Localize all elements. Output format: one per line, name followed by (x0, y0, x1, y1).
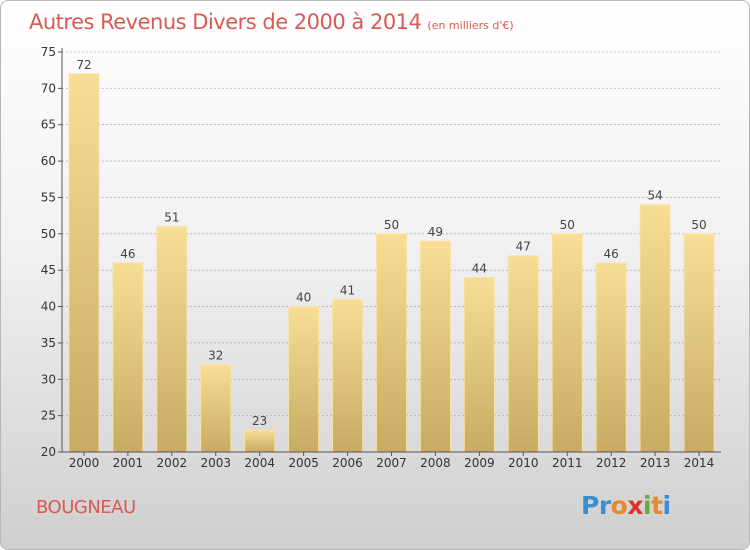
x-tick-label: 2014 (684, 456, 715, 470)
x-tick-label: 2001 (113, 456, 144, 470)
chart-title: Autres Revenus Divers de 2000 à 2014 (en … (29, 10, 514, 34)
logo-letter: o (610, 491, 628, 520)
bar (68, 73, 100, 453)
logo-letter: i (662, 491, 672, 520)
y-tick-label: 45 (41, 263, 56, 277)
bar (639, 204, 671, 453)
bar (507, 255, 539, 453)
bar (376, 233, 407, 453)
y-tick-label: 20 (41, 445, 56, 459)
bar (288, 306, 320, 453)
data-label: 44 (472, 261, 487, 275)
x-tick-label: 2002 (157, 456, 188, 470)
x-tick-label: 2009 (464, 456, 495, 470)
x-tick-label: 2010 (508, 456, 539, 470)
x-tick-label: 2003 (200, 456, 231, 470)
data-label: 46 (120, 247, 135, 261)
logo-letter: i (643, 491, 652, 520)
y-tick-label: 60 (41, 154, 56, 168)
y-tick-label: 25 (41, 409, 56, 423)
axes: 20 25 30 35 40 45 50 55 60 65 70 75 2000 2001 2002 2003… (41, 45, 721, 470)
bar (244, 429, 276, 453)
x-tick-label: 2004 (244, 456, 275, 470)
data-label: 50 (691, 218, 706, 232)
y-tick-label: 70 (41, 81, 56, 95)
chart-unit: (en milliers d'€) (427, 19, 514, 32)
bar (463, 277, 495, 453)
x-tick-label: 2007 (376, 456, 407, 470)
data-label: 51 (164, 211, 179, 225)
bar (332, 298, 363, 453)
x-tick-label: 2005 (288, 456, 319, 470)
bar (683, 233, 715, 453)
data-label: 47 (516, 240, 531, 254)
bar (156, 226, 188, 453)
data-label: 54 (647, 189, 662, 203)
data-label: 49 (428, 225, 443, 239)
y-tick-label: 50 (41, 227, 56, 241)
x-tick-label: 2011 (552, 456, 583, 470)
bar (200, 364, 232, 453)
x-tick-label: 2013 (640, 456, 671, 470)
data-label: 23 (252, 414, 267, 428)
x-tick-label: 2012 (596, 456, 627, 470)
x-tick-label: 2000 (69, 456, 100, 470)
y-tick-label: 65 (41, 118, 56, 132)
data-label: 41 (340, 283, 355, 297)
y-tick-label: 40 (41, 300, 56, 314)
data-label: 46 (604, 247, 619, 261)
bar (112, 262, 144, 453)
bar (595, 262, 627, 453)
bar (420, 240, 451, 453)
data-label: 72 (76, 58, 91, 72)
proxiti-logo: Proxiti (581, 491, 671, 520)
data-label: 32 (208, 349, 223, 363)
data-label: 50 (384, 218, 399, 232)
logo-letter: x (627, 491, 643, 520)
labels: 72 46 51 32 23 40 41 50 49 44 47 50 46 54 50 (76, 58, 706, 428)
y-tick-label: 30 (41, 372, 56, 386)
x-tick-label: 2008 (420, 456, 451, 470)
data-label: 40 (296, 291, 311, 305)
data-label: 50 (560, 218, 575, 232)
bar (551, 233, 583, 453)
y-tick-label: 35 (41, 336, 56, 350)
chart-title-text: Autres Revenus Divers de 2000 à 2014 (29, 10, 422, 34)
logo-letter: r (598, 491, 611, 520)
logo-letter: P (581, 491, 599, 520)
x-tick-label: 2006 (332, 456, 363, 470)
y-tick-label: 55 (41, 190, 56, 204)
bars (68, 73, 715, 453)
y-tick-label: 75 (41, 45, 56, 59)
logo-letter: t (651, 491, 663, 520)
commune-name: BOUGNEAU (36, 497, 136, 518)
